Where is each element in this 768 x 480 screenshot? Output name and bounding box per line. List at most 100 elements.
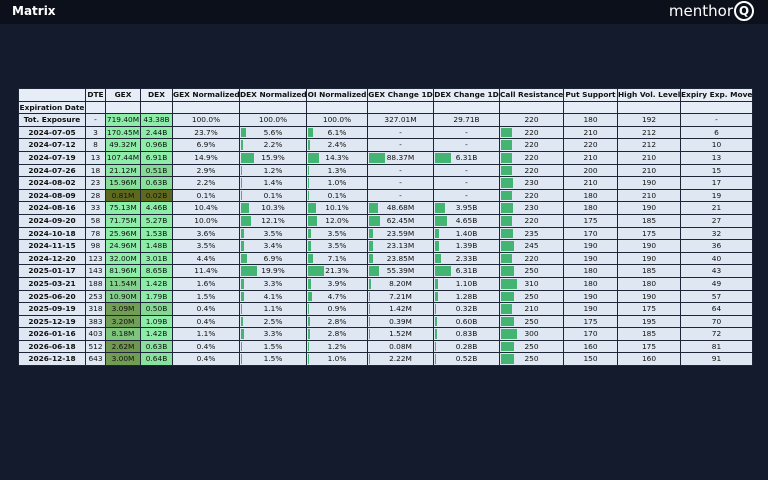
bar <box>501 354 514 365</box>
bar <box>501 278 517 289</box>
row-label: 2026-12-18 <box>18 352 86 367</box>
cell: 10.1% <box>306 201 368 215</box>
cell: 230 <box>499 201 564 215</box>
cell-text: 190 <box>583 253 598 263</box>
bar <box>241 241 244 251</box>
cell-text: 210 <box>583 127 598 137</box>
cell: 2.62M <box>105 339 141 354</box>
cell: 170.45M <box>105 125 141 140</box>
cell-text: 1.10B <box>455 278 478 288</box>
cell: 1.2% <box>306 339 368 354</box>
cell-text: 10.4% <box>194 203 218 213</box>
cell-text: 2024-10-18 <box>28 228 76 238</box>
cell: 643 <box>85 352 106 367</box>
cell-text: 91 <box>711 354 722 364</box>
cell: 32.00M <box>105 251 141 266</box>
cell: 6.9% <box>172 138 240 152</box>
cell-text: 19 <box>711 190 722 200</box>
cell: 27 <box>680 213 753 228</box>
cell-text: 2025-03-21 <box>28 278 76 288</box>
cell-text: 3.00M <box>111 354 135 364</box>
cell-text: - <box>465 140 468 150</box>
cell: 719.40M <box>105 113 141 127</box>
cell: - <box>433 188 500 203</box>
cell-text: 160 <box>641 354 657 364</box>
cell-text: 212 <box>641 127 657 137</box>
bar <box>369 253 374 264</box>
cell: 175 <box>617 226 681 241</box>
cell: 36 <box>680 239 753 253</box>
cell: 220 <box>499 138 564 152</box>
cell: 12.0% <box>306 213 368 228</box>
cell: 0.1% <box>306 188 368 203</box>
cell-text: 220 <box>524 127 539 137</box>
cell: - <box>433 138 500 152</box>
cell-text: 170.45M <box>106 127 140 137</box>
cell: 143 <box>85 264 106 278</box>
cell: 13 <box>680 150 753 165</box>
cell-text: 0.4% <box>196 304 216 314</box>
cell-text: 3.5% <box>263 228 283 238</box>
cell-text: 19.9% <box>261 266 285 276</box>
cell-text: 220 <box>524 253 539 263</box>
data-row: 2024-08-16 33 75.13M 4.46B 10.4% 10.3% 10.1% 48… <box>18 201 753 215</box>
cell-text: 143 <box>88 266 103 276</box>
cell-text: 0.51B <box>145 165 168 175</box>
cell: 57 <box>680 289 753 304</box>
cell-text: 220 <box>583 140 598 150</box>
cell-text: 32 <box>711 228 722 238</box>
cell-text: 1.4% <box>263 178 283 188</box>
cell: 28 <box>85 188 106 203</box>
cell-text: 160 <box>583 341 598 351</box>
data-row: 2026-06-18 512 2.62M 0.63B 0.4% 1.5% 1.2% 0.08M… <box>18 339 753 354</box>
cell-text: 3.3% <box>263 329 283 339</box>
cell-text: 175 <box>641 228 657 238</box>
cell-text: 15 <box>711 165 722 175</box>
cell: 0.1% <box>172 188 240 203</box>
cell: 7.21M <box>367 289 434 304</box>
cell-text: 3.6% <box>196 228 216 238</box>
header-cell: GEX Normalized <box>172 88 240 102</box>
cell-text: 1.5% <box>196 291 216 301</box>
cell-text: 175 <box>641 341 657 351</box>
cell-text: 2024-09-20 <box>28 215 76 225</box>
cell: 1.48B <box>140 239 173 253</box>
cell-text: 2.2% <box>263 140 283 150</box>
cell-text: 6.1% <box>327 127 347 137</box>
cell-text: 10.3% <box>261 203 285 213</box>
cell: 43 <box>680 264 753 278</box>
cell: 250 <box>499 314 564 329</box>
header-cell: DEX <box>140 88 173 102</box>
cell-text: 2024-07-05 <box>28 127 76 137</box>
cell: 2.8% <box>306 327 368 341</box>
cell: 175 <box>563 314 618 329</box>
cell-text: 3.95B <box>455 203 478 213</box>
cell-text: 2.4% <box>327 140 347 150</box>
bar <box>501 178 513 188</box>
cell: 1.3% <box>306 163 368 178</box>
cell-text: 1.6% <box>196 278 216 288</box>
cell-text: 8.18M <box>111 329 135 339</box>
cell: 0.50B <box>140 302 173 316</box>
cell: - <box>367 188 434 203</box>
cell: 0.96B <box>140 138 173 152</box>
cell-text: 3.4% <box>263 241 283 251</box>
cell-text: 14.3% <box>325 152 349 162</box>
cell-text: 17 <box>711 178 722 188</box>
cell-text: 25.96M <box>109 228 137 238</box>
cell: 175 <box>617 339 681 354</box>
cell-text: 21.12M <box>109 165 137 175</box>
cell-text: 1.5% <box>263 354 283 364</box>
cell-text: 2024-07-19 <box>28 152 76 162</box>
bar <box>501 304 512 314</box>
cell: 23.85M <box>367 251 434 266</box>
cell: 10.4% <box>172 201 240 215</box>
cell-text: 0.63B <box>145 341 168 351</box>
bar <box>501 203 513 213</box>
cell: 3.9% <box>306 276 368 291</box>
cell: 1.2% <box>239 163 307 178</box>
cell-text: 2026-12-18 <box>28 354 76 364</box>
data-row: 2024-07-26 18 21.12M 0.51B 2.9% 1.2% 1.3% - - 220… <box>18 163 753 178</box>
cell-text: 190 <box>583 291 598 301</box>
cell-text: 210 <box>641 152 657 162</box>
